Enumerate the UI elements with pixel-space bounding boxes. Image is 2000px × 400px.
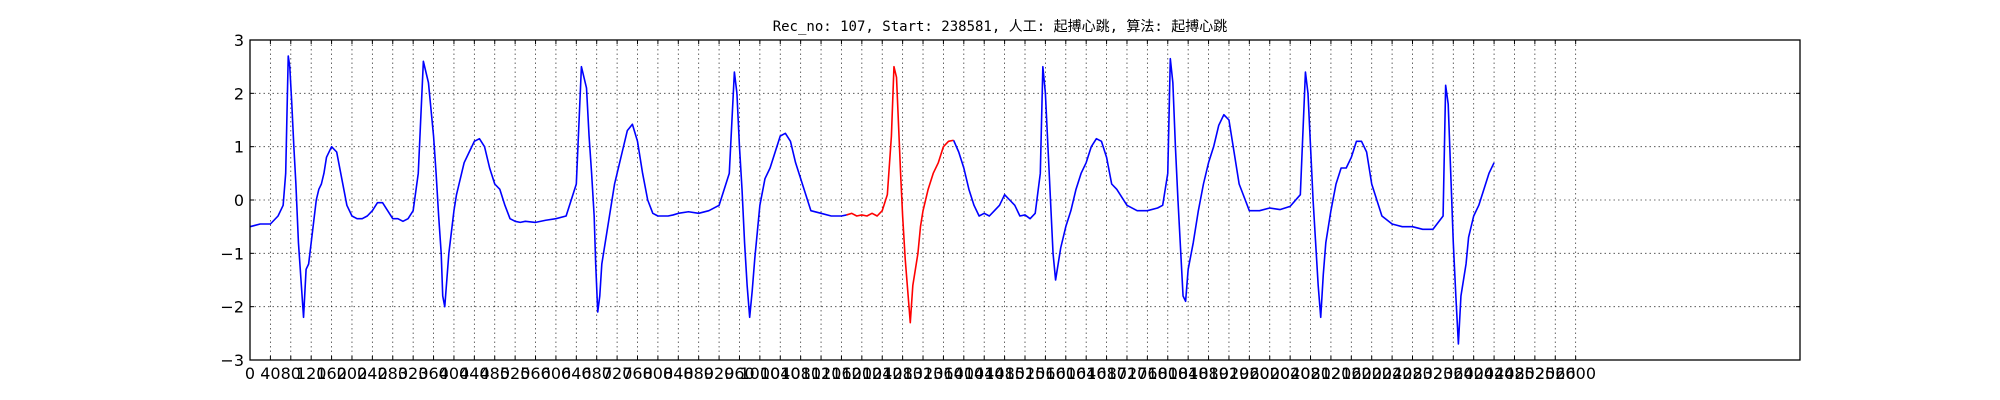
x-tick-label: 800 — [643, 364, 674, 383]
x-tick-label: 1000 — [740, 364, 781, 383]
chart-title: Rec_no: 107, Start: 238581, 人工: 起搏心跳, 算法… — [773, 18, 1228, 35]
y-tick-label: −3 — [220, 351, 244, 370]
x-tick-label: 1400 — [943, 364, 984, 383]
x-tick-label: 0 — [245, 364, 255, 383]
x-tick-label: 2200 — [1351, 364, 1392, 383]
x-tick-label: 320 — [398, 364, 429, 383]
x-tick-label: 640 — [561, 364, 592, 383]
x-tick-label: 480 — [479, 364, 510, 383]
grid — [249, 39, 1800, 361]
x-tick-label: 520 — [500, 364, 531, 383]
x-tick-label: 920 — [704, 364, 735, 383]
x-tick-label: 80 — [281, 364, 301, 383]
x-tick-label: 840 — [663, 364, 694, 383]
x-tick-label: 720 — [602, 364, 633, 383]
x-tick-label: 560 — [520, 364, 551, 383]
x-tick-label: 1240 — [862, 364, 903, 383]
x-tick-label: 1080 — [780, 364, 821, 383]
x-tick-label: 2480 — [1494, 364, 1535, 383]
x-tick-label: 1880 — [1188, 364, 1229, 383]
x-tick-label: 1640 — [1066, 364, 1107, 383]
x-tick-label: 360 — [418, 364, 449, 383]
x-tick-label: 1720 — [1107, 364, 1148, 383]
x-tick-label: 2240 — [1372, 364, 1413, 383]
x-tick-label: 880 — [683, 364, 714, 383]
y-tick-label: 3 — [234, 31, 244, 50]
x-tick-label: 960 — [724, 364, 755, 383]
x-tick-label: 1600 — [1045, 364, 1086, 383]
x-tick-label: 1440 — [964, 364, 1005, 383]
x-tick-label: 760 — [622, 364, 653, 383]
x-tick-label: 120 — [296, 364, 327, 383]
x-tick-label: 2280 — [1392, 364, 1433, 383]
x-tick-label: 280 — [377, 364, 408, 383]
x-tick-label: 400 — [439, 364, 470, 383]
x-tick-labels: 0 40 8012016020024028032036040044048052056… — [245, 364, 1596, 383]
x-tick-label: 1960 — [1229, 364, 1270, 383]
x-tick-label: 680 — [581, 364, 612, 383]
x-tick-label: 1280 — [882, 364, 923, 383]
y-tick-label: 0 — [234, 191, 244, 210]
y-tick-label: 2 — [234, 84, 244, 103]
x-tick-label: 440 — [459, 364, 490, 383]
x-tick-label: 1360 — [923, 364, 964, 383]
x-tick-label: 2600 — [1555, 364, 1596, 383]
x-tick-label: 240 — [357, 364, 388, 383]
x-tick-label: 1120 — [801, 364, 842, 383]
series-line-0 — [249, 55, 847, 319]
x-tick-label: 160 — [316, 364, 347, 383]
x-tick-label: 2560 — [1535, 364, 1576, 383]
x-tick-label: 1480 — [984, 364, 1025, 383]
x-tick-label: 40 — [260, 364, 280, 383]
x-tick-label: 2440 — [1474, 364, 1515, 383]
series-group — [249, 55, 1495, 345]
x-tick-label: 2320 — [1413, 364, 1454, 383]
y-tick-label: 1 — [234, 138, 244, 157]
x-tick-label: 2400 — [1453, 364, 1494, 383]
x-tick-label: 1520 — [1005, 364, 1046, 383]
x-tick-label: 1680 — [1086, 364, 1127, 383]
x-tick-label: 2520 — [1515, 364, 1556, 383]
x-tick-label: 2360 — [1433, 364, 1474, 383]
x-tick-label: 600 — [541, 364, 572, 383]
x-tick-label: 200 — [337, 364, 368, 383]
ticks — [249, 39, 1800, 361]
x-tick-label: 2120 — [1311, 364, 1352, 383]
x-tick-label: 2040 — [1270, 364, 1311, 383]
x-tick-label: 1800 — [1147, 364, 1188, 383]
x-tick-label: 1760 — [1127, 364, 1168, 383]
series-line-1 — [846, 65, 954, 324]
x-tick-label: 2160 — [1331, 364, 1372, 383]
x-tick-label: 1840 — [1168, 364, 1209, 383]
x-tick-label: 1160 — [821, 364, 862, 383]
x-tick-label: 1200 — [841, 364, 882, 383]
x-tick-label: 1920 — [1209, 364, 1250, 383]
x-tick-label: 1040 — [760, 364, 801, 383]
y-tick-label: −1 — [220, 244, 244, 263]
y-tick-label: −2 — [220, 298, 244, 317]
x-tick-label: 2000 — [1249, 364, 1290, 383]
x-tick-label: 2080 — [1290, 364, 1331, 383]
series-line-2 — [952, 57, 1495, 345]
x-tick-label: 1560 — [1025, 364, 1066, 383]
y-tick-labels: −3 −2 −1 0 1 2 3 — [220, 31, 244, 370]
x-tick-label: 1320 — [903, 364, 944, 383]
